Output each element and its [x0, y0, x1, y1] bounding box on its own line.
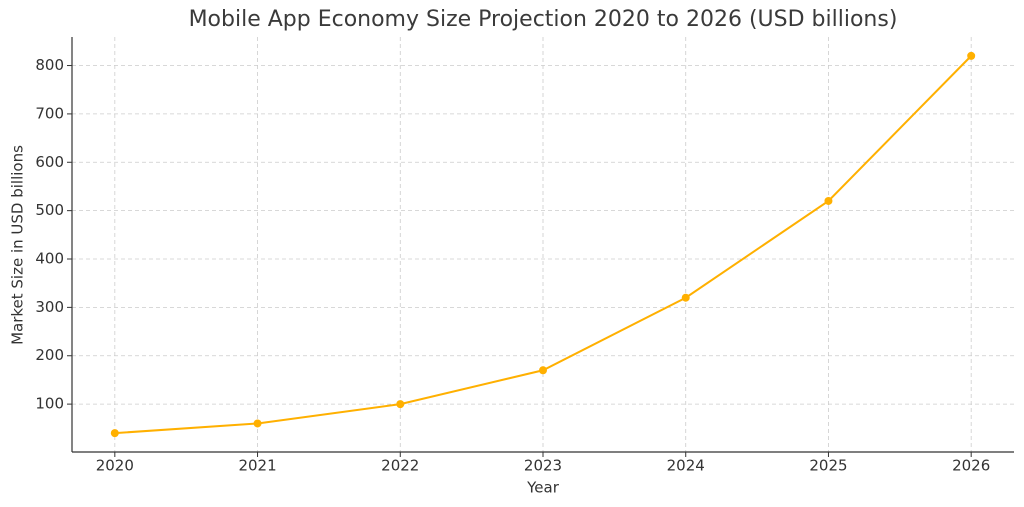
y-tick-label: 300 — [35, 298, 64, 316]
y-tick-label: 400 — [35, 250, 64, 268]
y-tick-label: 600 — [35, 153, 64, 171]
point — [681, 293, 690, 302]
point — [824, 196, 833, 205]
x-tick-label: 2022 — [381, 457, 419, 475]
x-tick-label: 2021 — [238, 457, 276, 475]
x-tick-label: 2024 — [667, 457, 705, 475]
point — [253, 419, 262, 428]
y-tick-label: 500 — [35, 201, 64, 219]
chart-title: Mobile App Economy Size Projection 2020 … — [189, 7, 898, 32]
x-tick-label: 2023 — [524, 457, 562, 475]
point — [110, 429, 119, 438]
y-tick-label: 700 — [35, 104, 64, 122]
x-tick-label: 2020 — [96, 457, 134, 475]
point — [967, 51, 976, 60]
y-tick-label: 200 — [35, 346, 64, 364]
x-tick-label: 2025 — [809, 457, 847, 475]
point — [396, 400, 405, 409]
y-tick-label: 100 — [35, 395, 64, 413]
x-axis-label: Year — [526, 479, 560, 497]
point — [539, 366, 547, 375]
y-axis-label: Market Size in USD billions — [9, 145, 27, 345]
x-tick-label: 2026 — [952, 457, 990, 475]
y-tick-label: 800 — [35, 56, 64, 74]
